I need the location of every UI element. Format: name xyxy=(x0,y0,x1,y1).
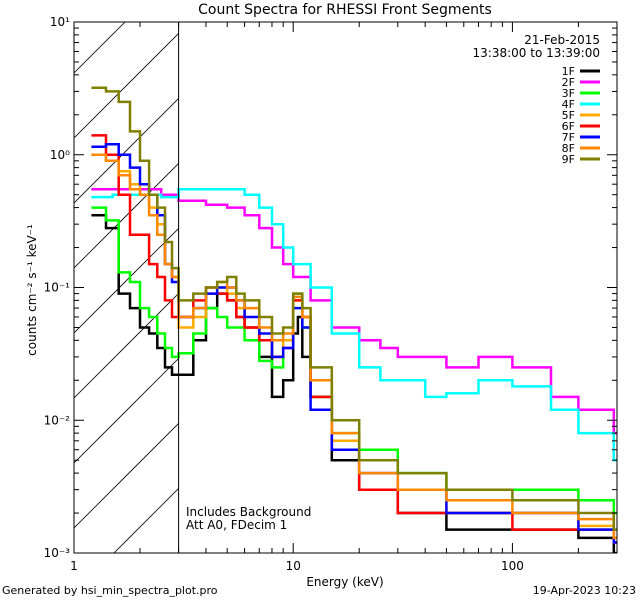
legend-label-2F: 2F xyxy=(562,76,575,89)
time-range-label: 13:38:00 to 13:39:00 xyxy=(473,46,600,60)
legend-label-6F: 6F xyxy=(562,120,575,133)
y-tick-label-1e-3: 10⁻³ xyxy=(44,546,71,560)
annotation-background: Includes Background xyxy=(186,505,311,519)
series-line-4F xyxy=(91,187,617,462)
hatch-line xyxy=(74,228,179,334)
legend-label-1F: 1F xyxy=(562,65,575,78)
y-tick-labels: 10⁻³ 10⁻² 10⁻¹ 10⁰ 10¹ xyxy=(44,15,71,560)
date-label: 21-Feb-2015 xyxy=(524,33,600,47)
y-tick-label-1e-2: 10⁻² xyxy=(44,413,71,427)
y-tick-label-1e0: 10⁰ xyxy=(50,148,70,162)
series-line-2F xyxy=(91,187,617,435)
x-tick-labels: 1 10 100 xyxy=(70,559,524,573)
series-line-1F xyxy=(91,214,617,553)
hatch-line xyxy=(113,488,179,553)
legend-label-7F: 7F xyxy=(562,131,575,144)
plot-frame xyxy=(73,21,618,554)
generated-by-footer: Generated by hsi_min_spectra_plot.pro xyxy=(2,584,218,597)
chart-title: Count Spectra for RHESSI Front Segments xyxy=(198,2,492,18)
series-line-6F xyxy=(91,134,617,544)
x-tick-label-10: 10 xyxy=(286,559,301,573)
x-axis-label: Energy (keV) xyxy=(306,575,383,589)
x-tick-label-100: 100 xyxy=(501,559,524,573)
legend-label-5F: 5F xyxy=(562,109,575,122)
hatch-line xyxy=(74,98,179,204)
x-tick-label-1: 1 xyxy=(70,559,78,573)
hatch-line xyxy=(74,0,179,8)
hatch-line xyxy=(74,293,179,399)
y-axis-label: counts cm⁻² s⁻¹ keV⁻¹ xyxy=(25,224,39,356)
hatch-line xyxy=(74,33,179,139)
hatch-line xyxy=(74,423,179,529)
annotation-attenuator: Att A0, FDecim 1 xyxy=(186,518,287,532)
y-tick-label-1e-1: 10⁻¹ xyxy=(44,281,71,295)
series-line-3F xyxy=(91,206,617,515)
series-line-8F xyxy=(91,153,617,540)
series-line-9F xyxy=(91,86,617,531)
legend-label-9F: 9F xyxy=(562,153,575,166)
timestamp-footer: 19-Apr-2023 10:23 xyxy=(533,584,636,597)
hatched-region xyxy=(74,0,179,553)
y-tick-label-1e1: 10¹ xyxy=(50,15,70,29)
legend-label-8F: 8F xyxy=(562,142,575,155)
hatch-line xyxy=(74,163,179,269)
legend-label-4F: 4F xyxy=(562,98,575,111)
hatch-line xyxy=(74,22,126,74)
series-lines xyxy=(91,86,617,553)
hatch-line xyxy=(74,358,179,464)
legend-label-3F: 3F xyxy=(562,87,575,100)
series-line-7F xyxy=(91,142,617,544)
axis-ticks xyxy=(73,21,618,554)
